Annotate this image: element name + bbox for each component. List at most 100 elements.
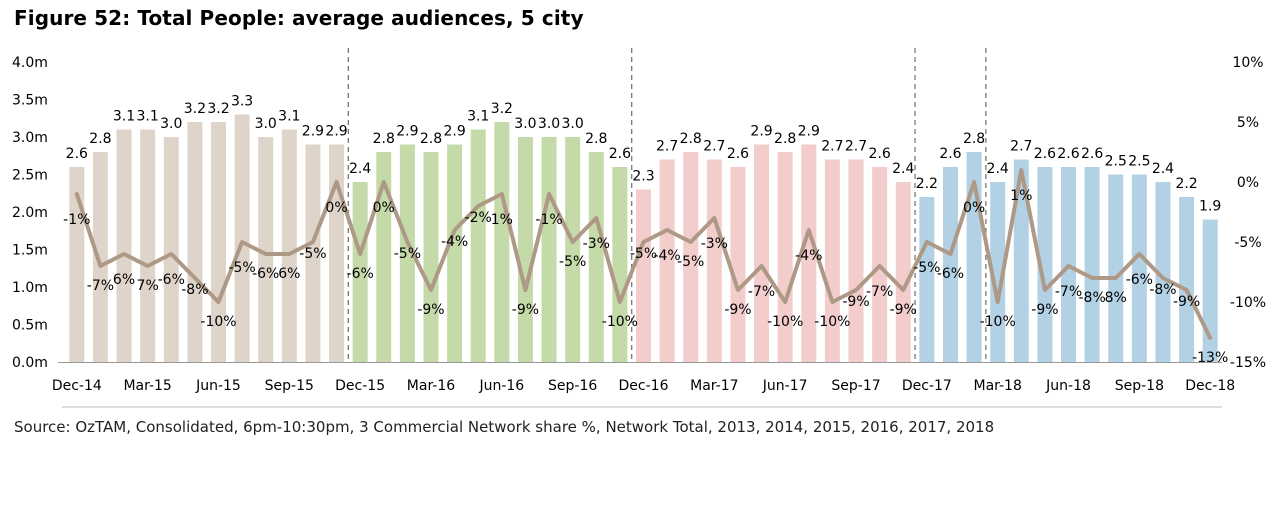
line-data-label: -6% — [937, 266, 964, 282]
bar — [447, 144, 463, 362]
bar-data-label: 3.0 — [562, 116, 584, 132]
bar-data-label: 3.0 — [255, 116, 277, 132]
bar-data-label: 2.6 — [66, 146, 88, 162]
bar — [659, 159, 675, 362]
line-data-label: -6% — [347, 266, 374, 282]
bar — [588, 152, 604, 362]
bar — [423, 152, 439, 362]
bar-data-label: 2.8 — [420, 131, 442, 147]
bar-data-label: 2.4 — [892, 161, 914, 177]
bar — [517, 137, 533, 362]
bar-data-label: 2.2 — [916, 176, 938, 192]
bar-data-label: 2.7 — [1010, 139, 1032, 155]
line-data-label: -10% — [814, 314, 850, 330]
line-data-label: -7% — [87, 278, 114, 294]
bar-data-label: 2.5 — [1128, 154, 1150, 170]
bar-data-label: 2.6 — [1057, 146, 1079, 162]
bar — [1202, 219, 1218, 362]
line-data-label: -6% — [1126, 272, 1153, 288]
bar-data-label: 3.1 — [467, 109, 489, 125]
bar — [163, 137, 179, 362]
bar-data-label: 2.8 — [963, 131, 985, 147]
bar — [352, 182, 368, 362]
bar-data-label: 2.6 — [1081, 146, 1103, 162]
bar-data-label: 2.8 — [680, 131, 702, 147]
line-data-label: 6% — [113, 272, 135, 288]
line-data-label: -9% — [842, 294, 869, 310]
bar — [470, 129, 486, 362]
line-data-label: -5% — [228, 260, 255, 276]
line-data-label: -5% — [630, 246, 657, 262]
x-axis-tick-label: Jun-18 — [1045, 378, 1091, 394]
bar — [730, 167, 746, 362]
line-data-label: -1% — [63, 212, 90, 228]
audience-chart: 0.0m 0.5m 1.0m 1.5m 2.0m 2.5m 3.0m 3.5m 4.0m -15%… — [12, 48, 1266, 408]
line-data-label: -10% — [200, 314, 236, 330]
line-data-label: -10% — [767, 314, 803, 330]
line-data-label: -13% — [1192, 350, 1228, 366]
line-data-label: 7% — [137, 278, 159, 294]
line-data-label: -3% — [701, 236, 728, 252]
bar-data-label: 2.7 — [656, 139, 678, 155]
line-data-label: -5% — [677, 254, 704, 270]
bar-data-label: 3.1 — [278, 109, 300, 125]
source-note: Source: OzTAM, Consolidated, 6pm-10:30pm… — [14, 418, 995, 436]
x-axis-tick-label: Dec-15 — [335, 378, 385, 394]
bar — [1108, 174, 1124, 362]
line-data-label: -7% — [1055, 284, 1082, 300]
line-data-label: -7% — [866, 284, 893, 300]
bar — [1037, 167, 1053, 362]
bar — [919, 197, 935, 362]
line-data-label: 8% — [1105, 290, 1127, 306]
line-data-label: -4% — [795, 248, 822, 264]
left-axis-tick-label: 4.0m — [12, 55, 48, 71]
x-axis-tick-label: Dec-14 — [52, 378, 102, 394]
line-data-label: -9% — [1031, 302, 1058, 318]
line-data-label: 0% — [963, 200, 985, 216]
line-data-label: -6% — [252, 266, 279, 282]
bar-data-label: 3.0 — [160, 116, 182, 132]
line-data-label: 6% — [278, 266, 300, 282]
x-axis-tick-label: Dec-18 — [1185, 378, 1235, 394]
line-data-label: -6% — [158, 272, 185, 288]
bar-data-label: 2.9 — [396, 124, 418, 140]
bar-data-label: 1.9 — [1199, 199, 1221, 215]
left-axis-tick-label: 2.5m — [12, 168, 48, 184]
bar-data-label: 2.9 — [443, 124, 465, 140]
bar — [234, 114, 250, 362]
bar — [824, 159, 840, 362]
bar-data-label: 2.4 — [987, 161, 1009, 177]
bar — [801, 144, 817, 362]
x-axis-tick-label: Jun-16 — [478, 378, 524, 394]
x-axis-tick-label: Sep-17 — [831, 378, 880, 394]
line-data-label: -10% — [980, 314, 1016, 330]
bar-data-label: 2.7 — [845, 139, 867, 155]
bar-data-label: 3.0 — [538, 116, 560, 132]
line-data-label: -5% — [394, 246, 421, 262]
bar-data-label: 2.3 — [632, 169, 654, 185]
line-data-label: -9% — [512, 302, 539, 318]
right-axis-tick-label: -5% — [1234, 235, 1261, 251]
line-data-label: -9% — [724, 302, 751, 318]
bar — [1179, 197, 1195, 362]
line-data-label: -4% — [653, 248, 680, 264]
bar-data-label: 2.9 — [325, 124, 347, 140]
x-axis-tick-label: Jun-17 — [762, 378, 808, 394]
x-axis-tick-label: Dec-16 — [619, 378, 669, 394]
bar — [92, 152, 108, 362]
line-data-label: -3% — [583, 236, 610, 252]
bar — [636, 189, 651, 362]
bar-data-label: 2.7 — [703, 139, 725, 155]
bar-data-label: 3.2 — [207, 101, 229, 117]
bar — [1013, 159, 1029, 362]
bar-data-label: 2.6 — [868, 146, 890, 162]
bar-data-label: 3.2 — [491, 101, 513, 117]
left-axis-tick-label: 0.5m — [12, 318, 48, 334]
bar — [612, 167, 628, 362]
bar-data-label: 2.4 — [349, 161, 371, 177]
bar-data-label: 2.8 — [585, 131, 607, 147]
line-data-label: 1% — [491, 212, 513, 228]
line-data-label: -2% — [465, 210, 492, 226]
bar-data-label: 3.0 — [514, 116, 536, 132]
bar-data-label: 2.7 — [821, 139, 843, 155]
